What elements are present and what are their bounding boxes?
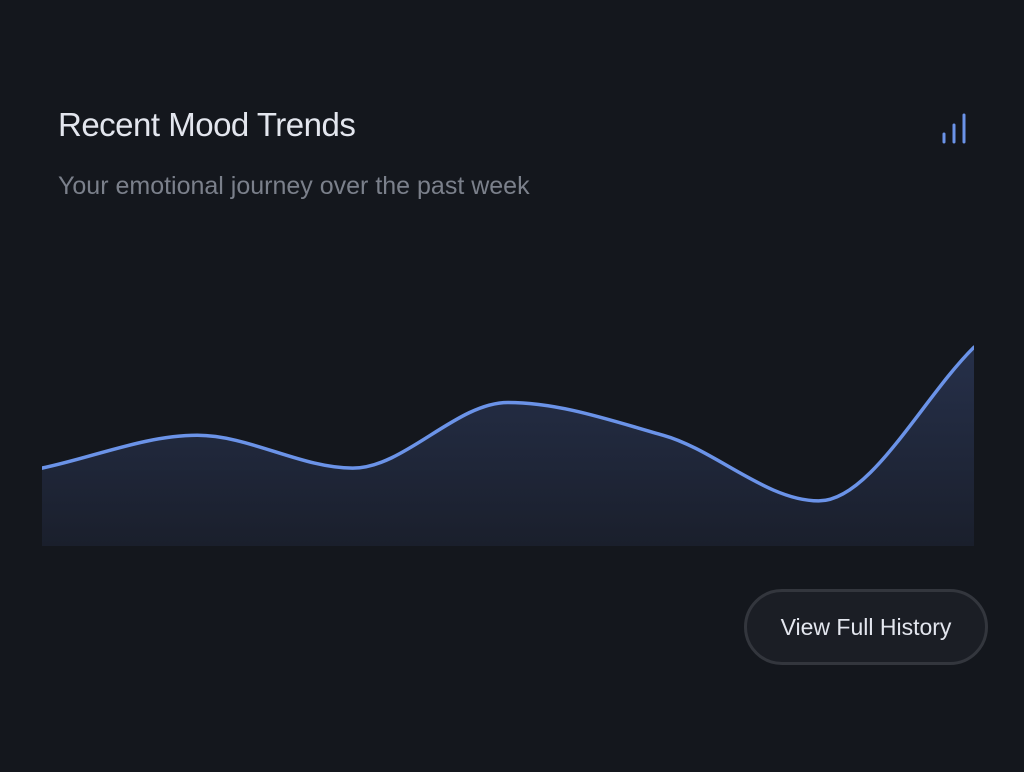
mood-trend-line bbox=[42, 345, 974, 503]
mood-trend-chart bbox=[42, 345, 974, 546]
card-title: Recent Mood Trends bbox=[58, 106, 356, 143]
bar-chart-icon bbox=[942, 113, 966, 144]
card-subtitle: Your emotional journey over the past wee… bbox=[58, 172, 530, 200]
mood-area-fill bbox=[42, 347, 974, 546]
view-full-history-button[interactable]: View Full History bbox=[744, 589, 988, 665]
